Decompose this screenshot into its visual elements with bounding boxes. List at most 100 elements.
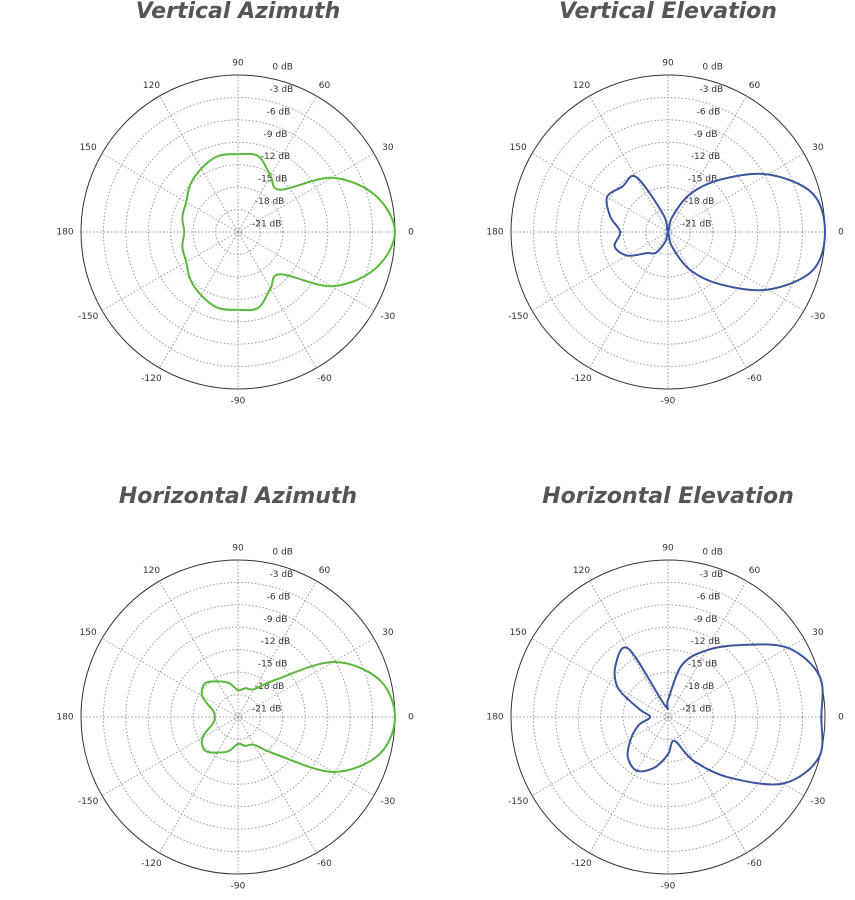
spoke bbox=[101, 153, 239, 233]
pattern-line bbox=[200, 660, 397, 774]
ring bbox=[600, 649, 736, 785]
ring bbox=[125, 604, 351, 830]
angle-tick-label: -60 bbox=[747, 859, 762, 869]
angle-tick-label: 90 bbox=[232, 544, 244, 554]
spoke bbox=[589, 716, 669, 854]
pattern-line bbox=[605, 172, 827, 292]
angle-tick-label: 150 bbox=[80, 628, 97, 638]
angle-tick-label: 30 bbox=[812, 628, 824, 638]
spoke bbox=[237, 638, 375, 718]
angle-tick-label: -150 bbox=[508, 312, 529, 322]
chart-title: Horizontal Elevation bbox=[542, 484, 794, 509]
angle-tick-label: 120 bbox=[573, 566, 590, 576]
angle-tick-label: 60 bbox=[319, 81, 331, 91]
r-tick-label: -21 dB bbox=[682, 220, 711, 230]
spoke bbox=[589, 95, 669, 233]
angle-tick-label: 150 bbox=[510, 628, 527, 638]
r-tick-label: -3 dB bbox=[699, 570, 723, 580]
angle-tick-label: -150 bbox=[78, 797, 99, 807]
ring bbox=[215, 209, 261, 255]
ring bbox=[645, 209, 691, 255]
r-tick-label: -18 dB bbox=[255, 197, 284, 207]
angle-tick-label: 180 bbox=[486, 713, 503, 723]
spoke bbox=[101, 638, 239, 718]
ring bbox=[192, 671, 284, 763]
r-tick-label: -12 dB bbox=[691, 152, 720, 162]
r-tick-label: -6 dB bbox=[267, 107, 291, 117]
spoke bbox=[667, 580, 747, 718]
spoke bbox=[667, 231, 747, 369]
spoke bbox=[237, 716, 375, 796]
angle-tick-label: -90 bbox=[661, 397, 676, 407]
spoke bbox=[531, 231, 669, 311]
ring bbox=[147, 141, 329, 323]
r-tick-label: -21 dB bbox=[682, 705, 711, 715]
angle-tick-label: -60 bbox=[317, 374, 332, 384]
r-tick-label: -18 dB bbox=[685, 197, 714, 207]
pattern-line bbox=[181, 152, 397, 312]
angle-tick-label: -60 bbox=[747, 374, 762, 384]
ring bbox=[102, 581, 374, 853]
ring bbox=[555, 119, 781, 345]
r-tick-label: -21 dB bbox=[252, 220, 281, 230]
angle-tick-label: -120 bbox=[141, 374, 162, 384]
r-tick-label: -6 dB bbox=[267, 592, 291, 602]
r-tick-label: -6 dB bbox=[697, 592, 721, 602]
r-tick-label: -15 dB bbox=[688, 660, 717, 670]
angle-tick-label: 90 bbox=[662, 544, 674, 554]
angle-tick-label: 90 bbox=[232, 59, 244, 69]
r-tick-label: -12 dB bbox=[261, 637, 290, 647]
r-tick-label: -18 dB bbox=[685, 682, 714, 692]
ring bbox=[102, 96, 374, 368]
angle-tick-label: -120 bbox=[571, 374, 592, 384]
r-tick-label: -15 dB bbox=[688, 175, 717, 185]
ring bbox=[532, 581, 804, 853]
ring bbox=[147, 626, 329, 808]
r-tick-label: -3 dB bbox=[269, 570, 293, 580]
angle-tick-label: -90 bbox=[231, 882, 246, 892]
ring bbox=[234, 228, 242, 236]
ring bbox=[645, 694, 691, 740]
r-tick-label: -9 dB bbox=[694, 130, 718, 140]
angle-tick-label: -30 bbox=[380, 797, 395, 807]
r-tick-label: -15 dB bbox=[258, 660, 287, 670]
angle-tick-label: 0 bbox=[408, 713, 414, 723]
r-tick-label: 0 dB bbox=[702, 63, 722, 73]
angle-tick-label: -120 bbox=[141, 859, 162, 869]
spoke bbox=[531, 153, 669, 233]
spoke bbox=[159, 231, 239, 369]
r-tick-label: -9 dB bbox=[264, 615, 288, 625]
chart-title: Horizontal Azimuth bbox=[119, 484, 357, 509]
angle-tick-label: 90 bbox=[662, 59, 674, 69]
ring bbox=[234, 713, 242, 721]
angle-tick-label: 120 bbox=[573, 81, 590, 91]
pattern-line bbox=[613, 643, 824, 786]
ring bbox=[600, 164, 736, 300]
spoke bbox=[237, 153, 375, 233]
angle-tick-label: 60 bbox=[319, 566, 331, 576]
ring bbox=[170, 649, 306, 785]
ring bbox=[664, 713, 672, 721]
angle-tick-label: 30 bbox=[382, 628, 394, 638]
spoke bbox=[531, 638, 669, 718]
spoke bbox=[101, 231, 239, 311]
angle-tick-label: 0 bbox=[838, 713, 844, 723]
r-tick-label: 0 dB bbox=[272, 63, 292, 73]
angle-tick-label: 30 bbox=[382, 143, 394, 153]
angle-tick-label: 120 bbox=[143, 566, 160, 576]
ring bbox=[622, 671, 714, 763]
spoke bbox=[667, 638, 805, 718]
spoke bbox=[101, 716, 239, 796]
r-tick-label: -18 dB bbox=[255, 682, 284, 692]
angle-tick-label: 180 bbox=[56, 228, 73, 238]
ring bbox=[170, 164, 306, 300]
angle-tick-label: -30 bbox=[810, 312, 825, 322]
angle-tick-label: -30 bbox=[810, 797, 825, 807]
r-tick-label: 0 dB bbox=[702, 548, 722, 558]
spoke bbox=[159, 716, 239, 854]
spoke bbox=[667, 716, 805, 796]
r-tick-label: -6 dB bbox=[697, 107, 721, 117]
angle-tick-label: 120 bbox=[143, 81, 160, 91]
r-tick-label: 0 dB bbox=[272, 548, 292, 558]
